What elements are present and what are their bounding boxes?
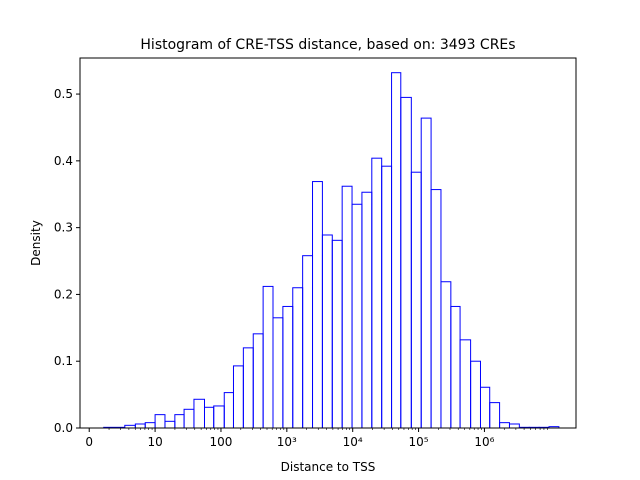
x-tick-label: 10 bbox=[147, 435, 162, 449]
y-tick-label: 0.1 bbox=[54, 354, 73, 368]
plot-frame bbox=[79, 57, 577, 429]
x-tick-label: 10⁴ bbox=[343, 435, 363, 449]
y-tick-label: 0.3 bbox=[54, 221, 73, 235]
x-axis-label: Distance to TSS bbox=[281, 460, 376, 474]
x-tick-label: 10⁶ bbox=[474, 435, 494, 449]
chart-title: Histogram of CRE-TSS distance, based on:… bbox=[140, 37, 515, 53]
y-axis-label: Density bbox=[29, 220, 43, 266]
x-tick-label: 100 bbox=[210, 435, 233, 449]
x-axis: 0 10 100 10³ 10⁴ 10⁵ 10⁶ bbox=[85, 428, 548, 449]
y-axis: 0.0 0.1 0.2 0.3 0.4 0.5 bbox=[54, 87, 80, 435]
x-tick-label: 10³ bbox=[277, 435, 297, 449]
y-tick-label: 0.4 bbox=[54, 154, 73, 168]
y-tick-label: 0.0 bbox=[54, 421, 73, 435]
x-tick-label: 0 bbox=[85, 435, 93, 449]
x-tick-label: 10⁵ bbox=[409, 435, 429, 449]
y-tick-label: 0.2 bbox=[54, 287, 73, 301]
y-tick-label: 0.5 bbox=[54, 87, 73, 101]
